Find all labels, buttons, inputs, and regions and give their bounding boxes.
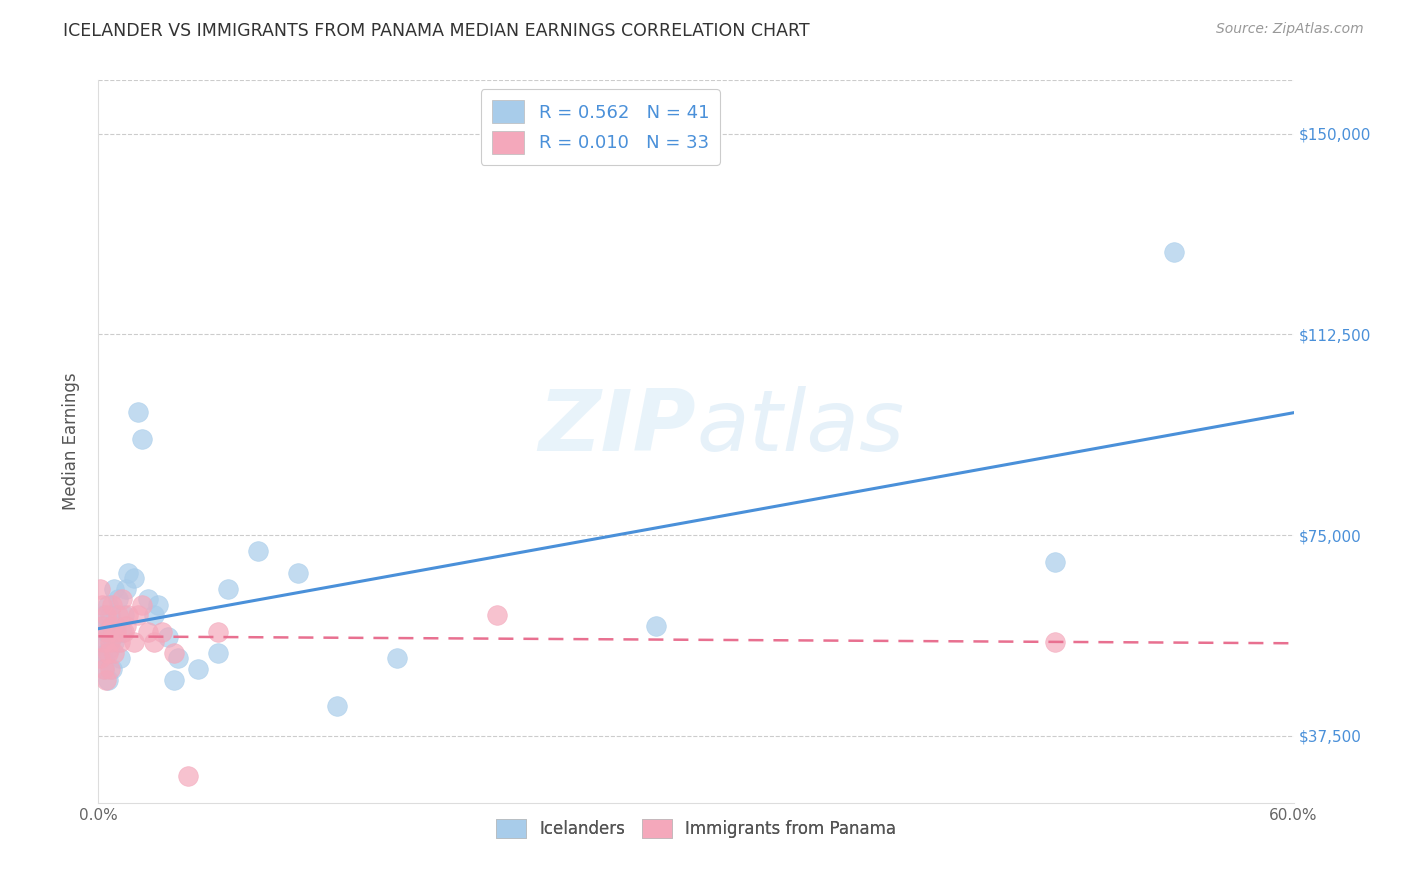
Text: ICELANDER VS IMMIGRANTS FROM PANAMA MEDIAN EARNINGS CORRELATION CHART: ICELANDER VS IMMIGRANTS FROM PANAMA MEDI… (63, 22, 810, 40)
Point (89, 635, 111, 649)
Point (485, 608, 508, 623)
Text: ZIP: ZIP (538, 385, 696, 468)
Point (131, 598, 153, 612)
Point (97, 624, 120, 639)
Point (98, 608, 122, 623)
Point (91, 619, 114, 633)
Point (96, 673, 118, 687)
Point (207, 646, 229, 660)
Point (103, 635, 125, 649)
Point (107, 608, 129, 623)
Point (96, 624, 118, 639)
Point (385, 651, 409, 665)
Point (117, 566, 139, 580)
Legend: Icelanders, Immigrants from Panama: Icelanders, Immigrants from Panama (489, 813, 903, 845)
Point (326, 699, 349, 714)
Point (101, 630, 124, 644)
Point (115, 619, 138, 633)
Point (98, 640, 122, 655)
Point (105, 619, 128, 633)
Point (91, 651, 114, 665)
Point (112, 624, 135, 639)
Point (89, 582, 111, 596)
Point (127, 405, 149, 419)
Point (93, 662, 115, 676)
Point (117, 608, 139, 623)
Point (143, 608, 166, 623)
Text: Source: ZipAtlas.com: Source: ZipAtlas.com (1216, 22, 1364, 37)
Point (187, 662, 209, 676)
Point (127, 608, 149, 623)
Point (110, 635, 132, 649)
Point (246, 544, 269, 558)
Point (101, 619, 124, 633)
Y-axis label: Median Earnings: Median Earnings (62, 373, 80, 510)
Point (107, 592, 129, 607)
Point (98, 635, 122, 649)
Point (157, 630, 180, 644)
Point (93, 608, 115, 623)
Point (93, 662, 115, 676)
Point (91, 619, 114, 633)
Point (136, 592, 159, 607)
Point (1043, 555, 1066, 569)
Point (111, 592, 134, 607)
Point (111, 624, 134, 639)
Point (103, 582, 125, 596)
Point (105, 624, 128, 639)
Point (96, 646, 118, 660)
Point (98, 662, 122, 676)
Point (96, 608, 118, 623)
Point (1163, 244, 1185, 259)
Point (103, 646, 125, 660)
Point (150, 624, 173, 639)
Point (97, 598, 120, 612)
Point (91, 598, 114, 612)
Point (97, 673, 120, 687)
Point (287, 566, 309, 580)
Point (1043, 635, 1066, 649)
Point (124, 571, 146, 585)
Point (645, 619, 668, 633)
Point (110, 651, 132, 665)
Point (93, 635, 115, 649)
Text: atlas: atlas (696, 385, 904, 468)
Point (163, 673, 186, 687)
Point (112, 608, 135, 623)
Point (89, 651, 111, 665)
Point (207, 624, 229, 639)
Point (217, 582, 239, 596)
Point (101, 662, 124, 676)
Point (143, 635, 166, 649)
Point (97, 646, 120, 660)
Point (131, 432, 153, 446)
Point (163, 646, 186, 660)
Point (124, 635, 146, 649)
Point (115, 582, 138, 596)
Point (101, 598, 124, 612)
Point (177, 769, 200, 783)
Point (167, 651, 190, 665)
Point (136, 624, 159, 639)
Point (148, 598, 170, 612)
